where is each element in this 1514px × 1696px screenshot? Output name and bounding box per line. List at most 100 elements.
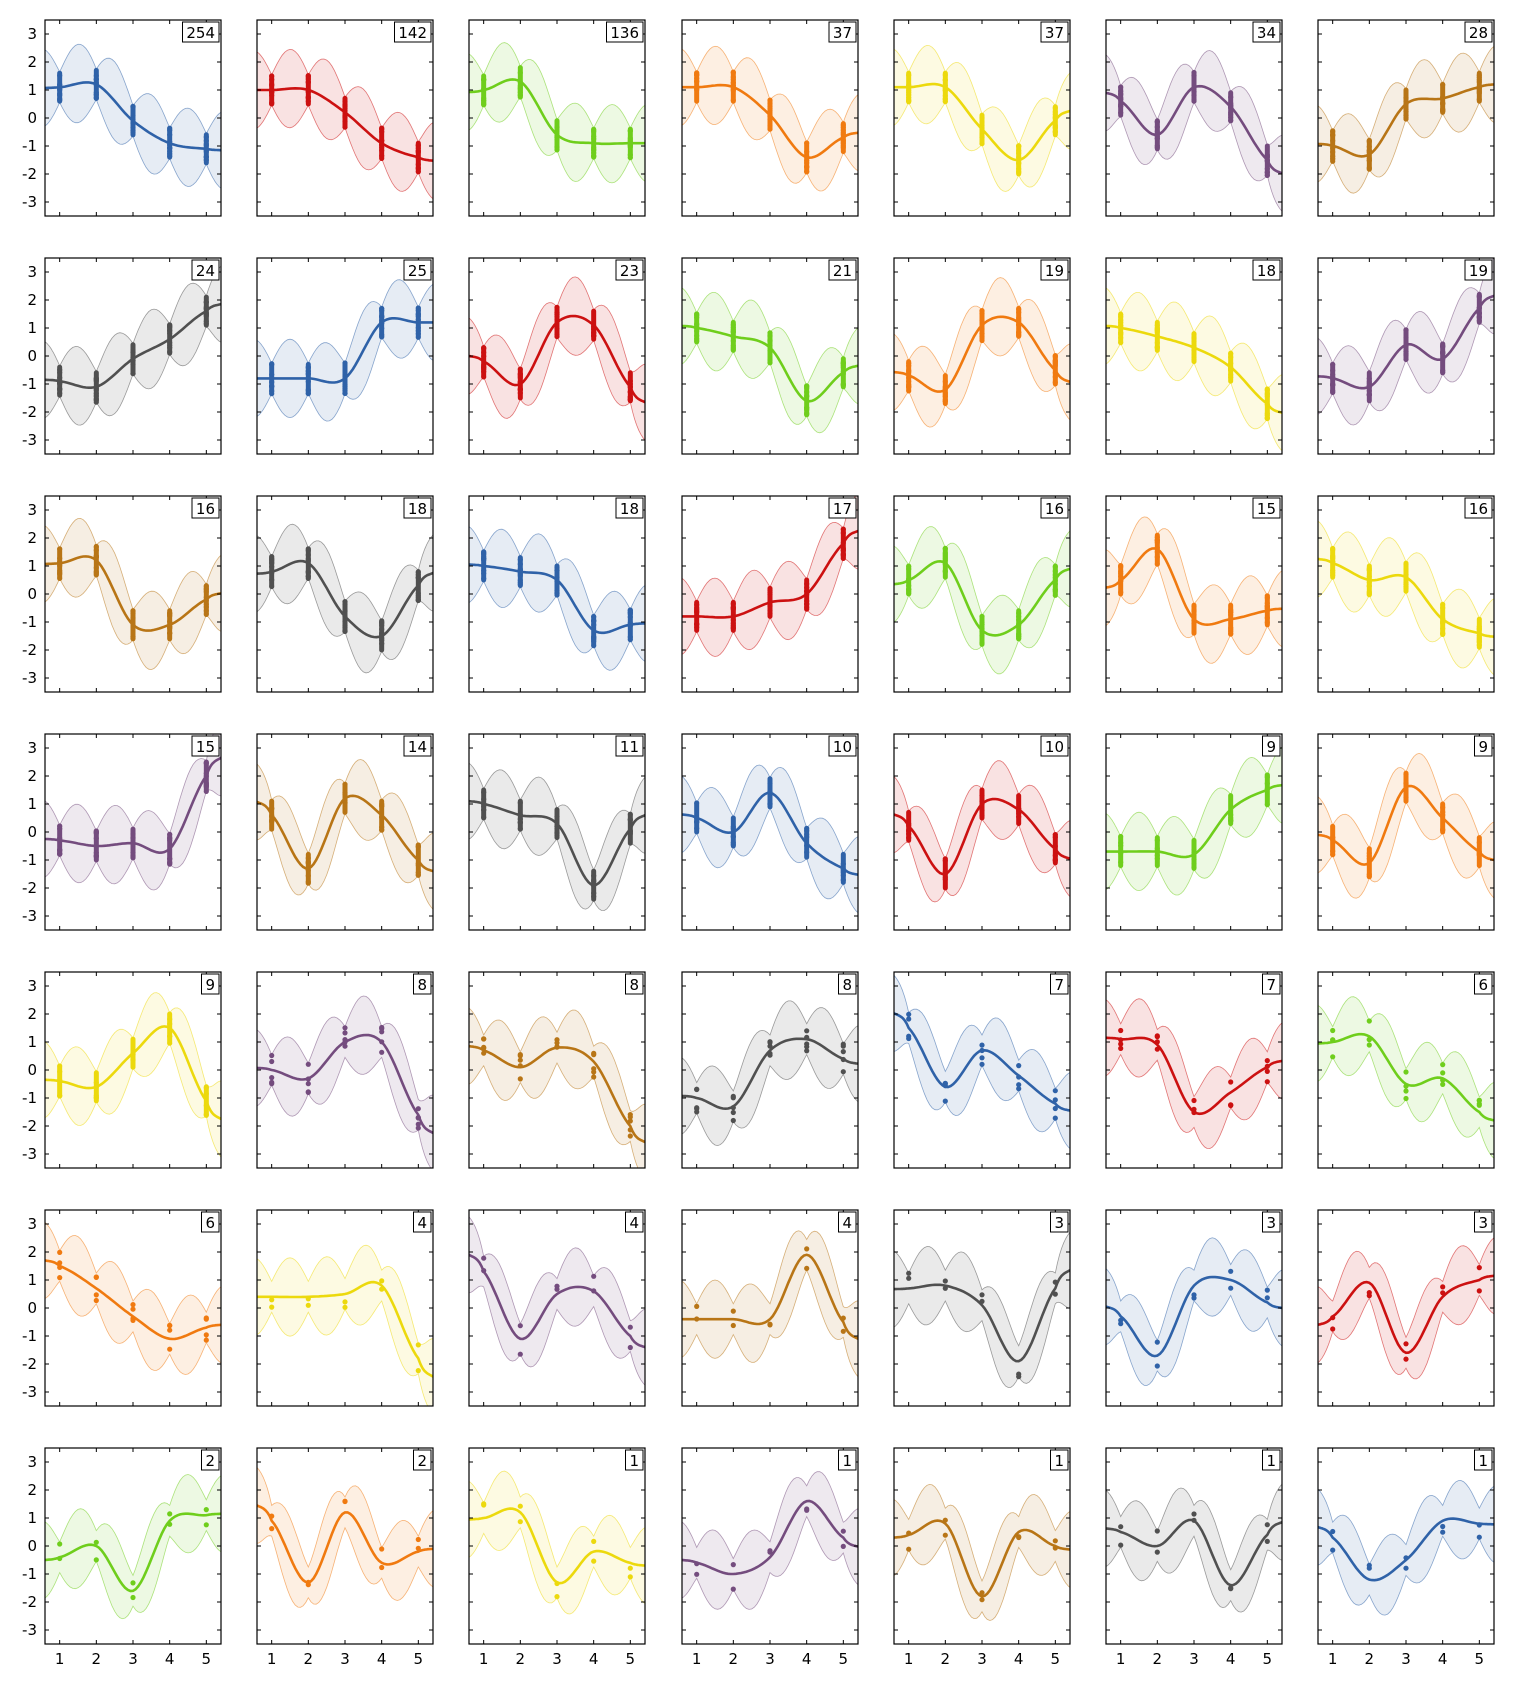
sample-point xyxy=(979,1597,985,1603)
count-label: 21 xyxy=(833,262,852,280)
confidence-band xyxy=(1106,1237,1282,1386)
mean-line xyxy=(45,756,221,855)
count-box xyxy=(1050,1449,1069,1471)
x-tick-label: 5 xyxy=(414,1650,424,1668)
sample-point xyxy=(167,1511,173,1517)
x-tick-label: 2 xyxy=(729,1650,739,1668)
sample-point xyxy=(1228,1285,1234,1291)
count-box xyxy=(625,1211,644,1233)
sample-point xyxy=(627,1324,633,1330)
sample-point xyxy=(342,1025,348,1031)
mean-line xyxy=(257,1504,433,1584)
x-tick-label: 5 xyxy=(839,1650,849,1668)
y-tick-label: 0 xyxy=(27,347,37,365)
mean-line xyxy=(1318,83,1494,158)
sample-point xyxy=(1440,1070,1446,1076)
y-tick-label: -1 xyxy=(22,375,37,393)
y-tick-label: -2 xyxy=(22,1593,37,1611)
count-box xyxy=(1040,735,1069,757)
y-tick-label: 1 xyxy=(27,557,37,575)
count-box xyxy=(1050,1211,1069,1233)
mean-line xyxy=(1106,783,1282,859)
y-tick-label: -1 xyxy=(22,1327,37,1345)
count-label: 18 xyxy=(408,500,427,518)
sample-point xyxy=(804,1041,810,1047)
sample-point xyxy=(1228,1268,1234,1274)
panel: 1 2 3 4 5 1 xyxy=(681,1447,859,1668)
confidence-band xyxy=(469,42,645,184)
y-tick-label: 1 xyxy=(27,319,37,337)
count-box xyxy=(1252,21,1281,43)
sample-point xyxy=(979,1292,985,1298)
sample-point xyxy=(269,1526,275,1532)
x-tick-label: 5 xyxy=(1263,1650,1273,1668)
count-label: 18 xyxy=(620,500,639,518)
panel: 10 xyxy=(893,733,1071,931)
confidence-band xyxy=(469,276,645,441)
sample-point xyxy=(269,1058,275,1065)
panel: 1 2 3 4 5 1 xyxy=(468,1447,646,1668)
x-tick-label: 4 xyxy=(589,1650,599,1668)
panel: 7 xyxy=(893,971,1071,1169)
sample-point xyxy=(1264,1287,1270,1293)
mean-line xyxy=(1106,547,1282,627)
count-box xyxy=(1040,21,1069,43)
sample-point xyxy=(93,1539,99,1545)
panel: 18 xyxy=(468,495,646,693)
y-tick-label: 0 xyxy=(27,1299,37,1317)
count-label: 1 xyxy=(842,1452,852,1470)
count-box xyxy=(1262,1211,1281,1233)
mean-line xyxy=(682,1499,858,1576)
mean-line xyxy=(682,83,858,160)
count-box xyxy=(838,1449,857,1471)
mean-line xyxy=(1318,1032,1494,1122)
panel: 3 xyxy=(1105,1209,1283,1407)
count-box xyxy=(191,735,220,757)
y-tick-label: -2 xyxy=(22,165,37,183)
panel: 3 xyxy=(893,1209,1071,1407)
sample-point xyxy=(1440,1081,1446,1087)
panel: 16 xyxy=(1317,495,1495,693)
confidence-band xyxy=(1318,520,1494,676)
confidence-band xyxy=(45,517,221,671)
count-box xyxy=(625,973,644,995)
y-tick-label: 3 xyxy=(27,25,37,43)
sample-point xyxy=(1476,1534,1482,1540)
count-label: 16 xyxy=(196,500,215,518)
sample-point xyxy=(1264,1058,1270,1064)
sample-point xyxy=(1052,1291,1058,1297)
mean-line xyxy=(1106,1275,1282,1358)
mean-line xyxy=(894,559,1070,637)
count-box xyxy=(191,259,220,281)
count-label: 2 xyxy=(205,1452,215,1470)
sample-point xyxy=(1264,1295,1270,1301)
sample-point xyxy=(694,1303,700,1309)
y-tick-label: 2 xyxy=(27,767,37,785)
sample-point xyxy=(1403,1565,1409,1571)
count-label: 6 xyxy=(1478,976,1488,994)
mean-line xyxy=(45,555,221,632)
count-label: 9 xyxy=(205,976,215,994)
count-label: 3 xyxy=(1054,1214,1064,1232)
sample-point xyxy=(591,1273,597,1279)
sample-point xyxy=(57,1541,63,1547)
sample-point xyxy=(840,1528,846,1534)
y-tick-label: 0 xyxy=(27,585,37,603)
sample-point xyxy=(1440,1523,1446,1530)
count-label: 14 xyxy=(408,738,427,756)
sample-point xyxy=(1330,1027,1336,1034)
sample-point xyxy=(906,1016,912,1022)
count-box xyxy=(201,1449,220,1471)
sample-point xyxy=(269,1297,275,1303)
sample-point xyxy=(517,1053,523,1059)
y-tick-label: -1 xyxy=(22,613,37,631)
sample-point xyxy=(1016,1374,1022,1380)
x-tick-label: 4 xyxy=(165,1650,175,1668)
mean-line xyxy=(682,324,858,403)
count-label: 254 xyxy=(186,24,215,42)
panel: 8 xyxy=(256,971,434,1169)
mean-line xyxy=(257,317,433,384)
sample-point xyxy=(93,1274,99,1280)
sample-point xyxy=(269,1304,275,1310)
